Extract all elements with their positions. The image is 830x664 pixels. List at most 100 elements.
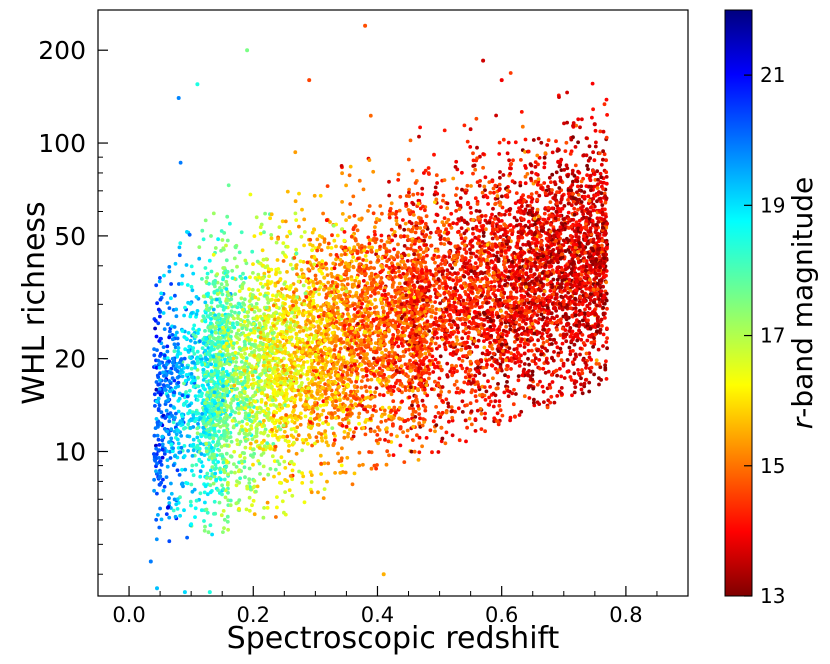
data-point	[210, 472, 215, 476]
data-point	[221, 530, 225, 534]
data-point	[312, 193, 317, 198]
data-point	[247, 466, 252, 471]
data-point	[379, 420, 384, 424]
data-point	[184, 263, 189, 267]
data-point	[300, 448, 305, 453]
data-point	[407, 406, 412, 410]
data-point	[294, 451, 299, 456]
data-point	[422, 378, 427, 382]
data-point	[356, 352, 360, 357]
data-point	[416, 458, 421, 462]
data-point	[400, 266, 405, 270]
data-point	[514, 346, 519, 351]
data-point	[465, 183, 470, 188]
data-point	[258, 472, 262, 476]
data-point	[168, 403, 173, 408]
data-point	[190, 288, 195, 293]
data-point	[320, 438, 325, 443]
data-point	[460, 170, 464, 175]
data-point	[550, 172, 555, 177]
data-point	[283, 219, 288, 224]
data-point	[393, 233, 398, 238]
data-point	[324, 218, 329, 223]
data-point	[285, 434, 290, 439]
data-point	[237, 289, 242, 293]
data-point	[472, 163, 477, 168]
data-point	[524, 166, 528, 170]
data-point	[555, 327, 559, 332]
data-point	[389, 201, 394, 206]
data-point	[482, 345, 487, 350]
data-point	[220, 492, 224, 497]
data-point	[593, 128, 598, 133]
data-point	[604, 135, 609, 140]
data-point	[573, 306, 578, 311]
data-point	[398, 194, 403, 199]
data-point	[533, 260, 538, 265]
data-point	[287, 488, 292, 493]
data-point	[239, 276, 244, 281]
data-point	[373, 225, 377, 230]
data-point	[380, 350, 384, 355]
data-point	[336, 451, 340, 456]
data-point	[583, 307, 587, 312]
data-point	[388, 206, 393, 211]
data-point	[160, 455, 165, 460]
data-point	[418, 416, 422, 421]
data-point	[190, 454, 195, 458]
data-point	[293, 397, 297, 402]
data-point	[297, 469, 301, 474]
data-point	[343, 345, 347, 350]
data-point	[157, 279, 162, 284]
data-point	[315, 237, 320, 242]
data-point	[218, 470, 223, 475]
data-point	[180, 273, 185, 278]
data-point	[313, 277, 318, 282]
data-point	[321, 496, 326, 500]
data-point	[277, 471, 281, 476]
data-point	[178, 241, 183, 246]
data-point	[416, 387, 420, 391]
data-point	[445, 206, 450, 211]
data-point	[406, 417, 410, 422]
data-point	[241, 301, 246, 306]
data-point	[191, 327, 196, 331]
data-point	[198, 339, 202, 344]
data-point	[527, 282, 531, 287]
data-point	[233, 470, 237, 475]
data-point	[376, 291, 381, 295]
data-point	[296, 388, 300, 393]
data-point	[416, 404, 420, 408]
data-point	[560, 341, 565, 346]
data-point	[182, 313, 187, 318]
data-point	[346, 434, 350, 439]
data-point	[321, 408, 326, 413]
data-point	[169, 296, 173, 301]
data-point	[221, 509, 226, 513]
data-point	[266, 433, 270, 438]
data-point	[322, 461, 327, 466]
data-point	[375, 463, 379, 467]
data-point	[512, 340, 517, 344]
data-point	[535, 267, 539, 272]
data-point	[522, 362, 527, 366]
data-point	[193, 515, 197, 519]
data-point	[450, 418, 455, 423]
data-point	[298, 259, 303, 264]
data-point	[440, 399, 445, 403]
data-point	[216, 237, 221, 242]
data-point	[591, 223, 595, 228]
data-point	[517, 364, 522, 368]
data-point	[309, 358, 314, 363]
data-point	[235, 264, 239, 269]
data-point	[511, 402, 516, 407]
data-point	[513, 140, 518, 145]
data-point	[397, 208, 402, 213]
data-point	[410, 168, 415, 173]
data-point	[170, 376, 175, 380]
data-point	[337, 262, 342, 267]
data-point	[495, 419, 499, 423]
data-point	[237, 411, 241, 416]
data-point	[154, 517, 159, 522]
data-point	[454, 159, 459, 164]
